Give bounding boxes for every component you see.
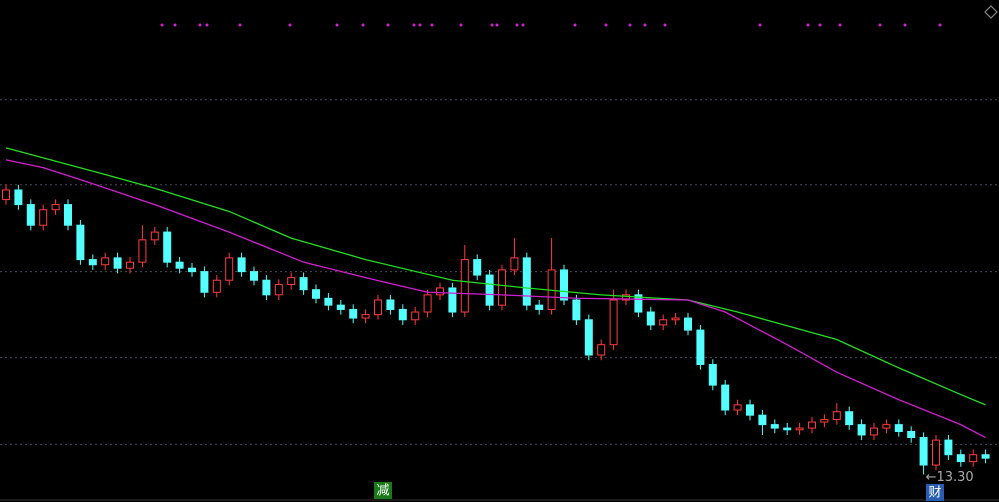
- candle-body: [138, 239, 147, 263]
- candle-body: [324, 297, 333, 306]
- candle-body: [746, 404, 754, 416]
- candle-body: [659, 319, 668, 326]
- annotation-box: [374, 482, 392, 499]
- annotation-box: [926, 484, 944, 501]
- candle-body: [882, 424, 891, 429]
- annotation: 财: [928, 486, 941, 501]
- candle-body: [299, 277, 308, 291]
- min-price-label: ←13.30: [926, 470, 974, 485]
- candle-body: [609, 299, 618, 346]
- candle-body: [200, 271, 209, 293]
- candle-body: [349, 308, 358, 319]
- candle-body: [932, 439, 940, 466]
- candle-body: [671, 317, 680, 321]
- candle-body: [287, 277, 296, 286]
- candle-body: [634, 294, 643, 313]
- candle-body: [770, 424, 779, 429]
- moving-average-line: [5, 159, 986, 439]
- candle-body: [956, 454, 965, 463]
- candle-body: [411, 311, 420, 321]
- candle-body: [721, 384, 730, 411]
- candle-body: [485, 274, 494, 306]
- candle-body: [64, 204, 72, 226]
- candle-body: [398, 308, 407, 321]
- moving-average-line: [5, 147, 986, 406]
- candle-body: [361, 314, 370, 319]
- candle-body: [808, 421, 816, 429]
- candle-body: [262, 279, 271, 296]
- candle-body: [188, 267, 196, 273]
- candle-body: [969, 454, 978, 463]
- candle-body: [51, 204, 60, 211]
- candle-body: [522, 257, 531, 306]
- candle-body: [175, 261, 184, 269]
- candle-body: [597, 344, 606, 356]
- candle-body: [820, 418, 829, 423]
- candle-body: [2, 189, 10, 200]
- candle-body: [336, 304, 345, 310]
- candle-body: [584, 319, 593, 356]
- candle-body: [845, 411, 854, 426]
- candle-body: [832, 411, 841, 420]
- candle-body: [498, 269, 506, 306]
- candle-body: [758, 414, 767, 426]
- candle-body: [386, 299, 395, 310]
- candle-body: [894, 424, 903, 433]
- candle-body: [113, 257, 122, 269]
- candle-body: [126, 261, 134, 269]
- candle-body: [857, 424, 866, 436]
- settings-icon[interactable]: [984, 5, 998, 19]
- candle-body: [907, 431, 916, 439]
- candle-body: [622, 294, 630, 301]
- candle-body: [733, 404, 742, 411]
- candle-body: [510, 257, 519, 271]
- candle-body: [981, 454, 990, 459]
- candle-body: [560, 269, 568, 301]
- candle-body: [88, 259, 97, 266]
- candle-body: [150, 231, 159, 241]
- candle-body: [39, 209, 48, 226]
- candle-body: [870, 427, 878, 436]
- candle-body: [535, 304, 544, 310]
- candle-body: [26, 204, 35, 226]
- candle-body: [14, 189, 23, 206]
- candle-body: [101, 257, 110, 266]
- candle-body: [460, 259, 469, 313]
- candle-body: [250, 271, 258, 281]
- candle-body: [473, 259, 482, 276]
- candle-body: [225, 257, 234, 281]
- candle-body: [944, 439, 953, 456]
- candle-body: [919, 437, 928, 466]
- candle-body: [423, 294, 432, 313]
- annotation: 减: [376, 484, 389, 499]
- candle-body: [274, 284, 283, 296]
- candle-body: [448, 287, 457, 313]
- candle-body: [374, 299, 382, 316]
- candle-body: [783, 427, 792, 431]
- candle-body: [237, 257, 246, 273]
- candle-body: [436, 287, 444, 296]
- candle-body: [76, 224, 85, 261]
- candle-body: [646, 311, 655, 326]
- candle-body: [696, 329, 705, 365]
- candle-body: [572, 299, 581, 321]
- candle-body: [708, 363, 717, 386]
- candle-body: [212, 279, 221, 293]
- candle-body: [795, 427, 804, 431]
- signal-markers: [160, 23, 942, 27]
- candle-body: [312, 289, 320, 299]
- candle-body: [684, 317, 692, 331]
- candle-body: [163, 231, 172, 263]
